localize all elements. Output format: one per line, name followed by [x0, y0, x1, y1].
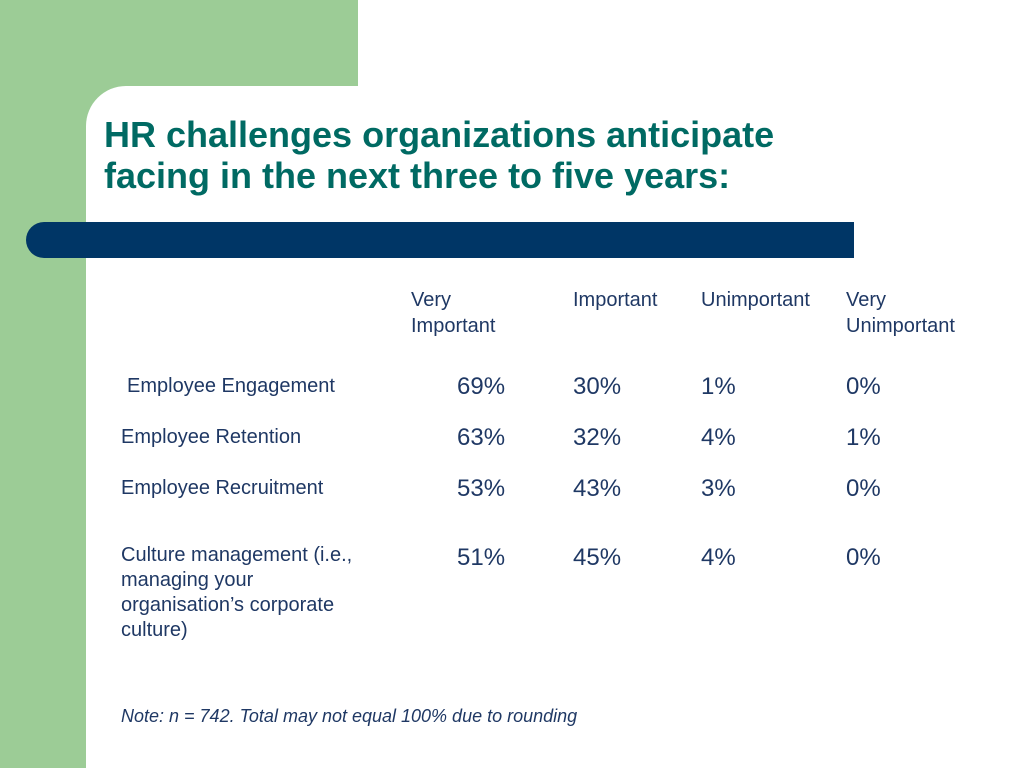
- table-cell: 0%: [846, 544, 881, 571]
- row-label-employee-retention: Employee Retention: [121, 425, 411, 450]
- table-cell: 43%: [573, 475, 622, 502]
- table-cell: 63%: [457, 424, 506, 451]
- row-label-line: Employee Retention: [121, 426, 302, 448]
- table-cell: 4%: [701, 424, 736, 451]
- table-cell: 30%: [573, 373, 622, 400]
- row-label-line: Employee Engagement: [127, 375, 335, 397]
- slide-title-line-1: HR challenges organizations anticipate: [104, 114, 775, 155]
- table-cell: 3%: [701, 475, 736, 502]
- column-header-line: Unimportant: [701, 289, 810, 311]
- column-header-unimportant: Unimportant: [701, 287, 810, 313]
- slide-title-line-2: facing in the next three to five years:: [104, 155, 731, 196]
- row-label-line: managing your: [121, 569, 254, 591]
- row-label-line: Employee Recruitment: [121, 477, 324, 499]
- table-cell: 0%: [846, 373, 881, 400]
- column-header-line: Unimportant: [846, 315, 955, 337]
- footnote: Note: n = 742. Total may not equal 100% …: [121, 706, 578, 726]
- table-cell: 51%: [457, 544, 506, 571]
- column-header-very-important: Very Important: [411, 287, 495, 339]
- slide-title: HR challenges organizations anticipate f…: [104, 114, 964, 196]
- table-cell: 69%: [457, 373, 506, 400]
- table-cell: 45%: [573, 544, 622, 571]
- table-cell: 1%: [846, 424, 881, 451]
- table-cell: 32%: [573, 424, 622, 451]
- row-label-line: organisation’s corporate: [121, 594, 335, 616]
- decorative-title-bar: [26, 222, 854, 258]
- row-label-culture-management: Culture management (i.e., managing your …: [121, 543, 411, 643]
- column-header-line: Important: [411, 315, 496, 337]
- row-label-line: culture): [121, 619, 188, 641]
- row-label-line: Culture management (i.e.,: [121, 544, 353, 566]
- table-cell: 4%: [701, 544, 736, 571]
- table-cell: 0%: [846, 475, 881, 502]
- row-label-employee-engagement: Employee Engagement: [127, 374, 417, 399]
- column-header-line: Important: [573, 289, 658, 311]
- column-header-very-unimportant: Very Unimportant: [846, 287, 955, 339]
- column-header-line: Very: [411, 289, 452, 311]
- content-panel: [86, 86, 1024, 768]
- table-cell: 53%: [457, 475, 506, 502]
- table-cell: 1%: [701, 373, 736, 400]
- column-header-line: Very: [846, 289, 887, 311]
- column-header-important: Important: [573, 287, 657, 313]
- row-label-employee-recruitment: Employee Recruitment: [121, 476, 411, 501]
